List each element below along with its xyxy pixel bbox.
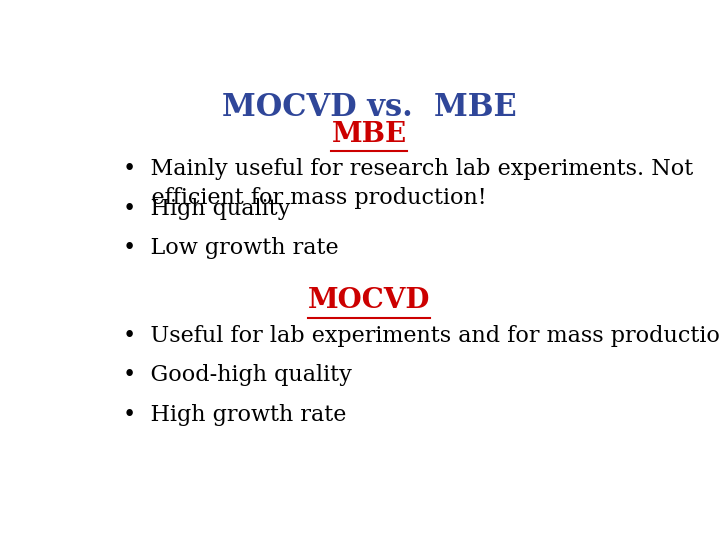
Text: •  Mainly useful for research lab experiments. Not
    efficient for mass produc: • Mainly useful for research lab experim… — [124, 158, 694, 209]
Text: •  High quality: • High quality — [124, 198, 291, 220]
Text: •  Low growth rate: • Low growth rate — [124, 238, 339, 259]
Text: MOCVD: MOCVD — [308, 287, 430, 314]
Text: •  High growth rate: • High growth rate — [124, 404, 347, 426]
Text: MBE: MBE — [331, 121, 407, 148]
Text: MOCVD vs.  MBE: MOCVD vs. MBE — [222, 92, 516, 123]
Text: •  Good-high quality: • Good-high quality — [124, 364, 352, 386]
Text: •  Useful for lab experiments and for mass production!: • Useful for lab experiments and for mas… — [124, 325, 720, 347]
